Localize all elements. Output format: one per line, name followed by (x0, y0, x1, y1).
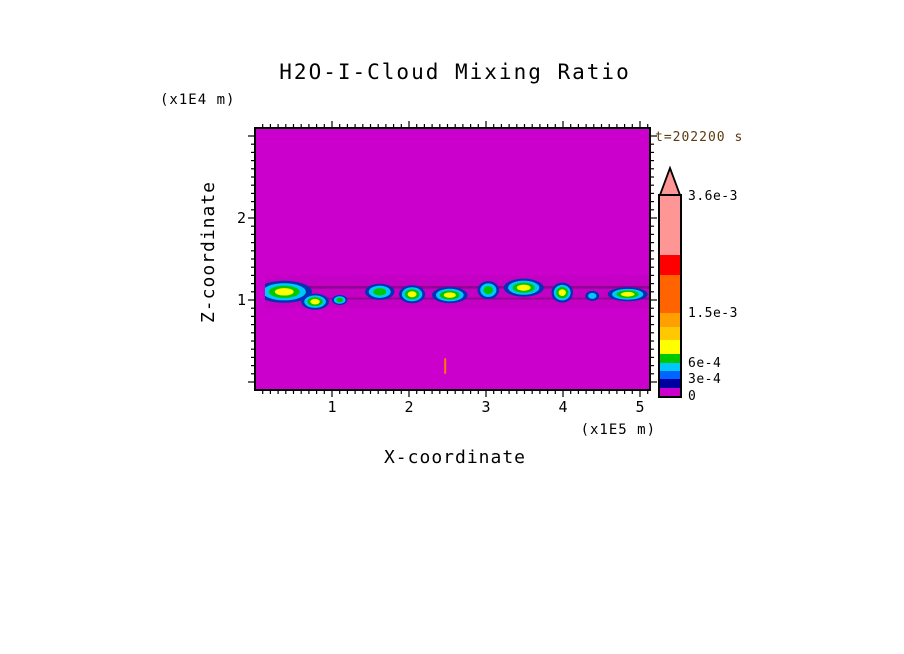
cloud-blob-layer (310, 298, 320, 305)
cloud-blob-layer (274, 288, 294, 296)
artifact-line (444, 358, 447, 374)
axis-ticks (248, 121, 657, 397)
colorbar-segment (660, 254, 680, 275)
cloud-blob-layer (373, 288, 387, 296)
x-axis-unit: (x1E5 m) (580, 422, 656, 438)
colorbar-segment (660, 274, 680, 313)
chart-title: H2O-I-Cloud Mixing Ratio (279, 60, 631, 84)
x-tick-label-5: 5 (635, 398, 645, 416)
colorbar-label: 3.6e-3 (688, 189, 738, 204)
field-content (265, 275, 650, 374)
x-tick-label-1: 1 (327, 398, 337, 416)
colorbar-label: 0 (688, 389, 697, 404)
cloud-blob-layer (483, 286, 494, 295)
x-tick-label-4: 4 (558, 398, 568, 416)
colorbar-label: 6e-4 (688, 355, 722, 371)
cloud-blob (398, 285, 426, 304)
cloud-blob (607, 287, 648, 302)
colorbar-segment (660, 196, 680, 255)
colorbar-segment (660, 312, 680, 327)
cloud-blob (265, 280, 312, 303)
x-tick-label-3: 3 (481, 398, 491, 416)
cloud-blob (477, 281, 500, 300)
plot-area (248, 121, 657, 397)
colorbar-segment (660, 387, 680, 396)
cloud-blob-layer (558, 289, 566, 297)
field-background (255, 128, 650, 390)
cloud-blob (365, 283, 395, 300)
z-axis-label: Z-coordinate (198, 180, 219, 324)
cloud-blob-layer (407, 291, 417, 298)
z-tick-label-2: 2 (236, 209, 246, 227)
cloud-blob-layer (336, 297, 344, 303)
colorbar-label: 3e-4 (688, 372, 722, 388)
cloud-blob (301, 293, 329, 310)
cloud-streak (265, 286, 650, 289)
colorbar-segment (660, 379, 680, 388)
cloud-blob-layer (588, 292, 597, 299)
colorbar-segment (660, 353, 680, 363)
cloud-blob (332, 294, 348, 306)
cloud-blob (432, 287, 468, 304)
cloud-blob (585, 290, 600, 301)
time-annotation: t=202200 s (655, 130, 744, 145)
colorbar (658, 194, 682, 398)
z-axis-unit: (x1E4 m) (160, 92, 236, 108)
colorbar-segment (660, 362, 680, 372)
cloud-blob (551, 282, 574, 303)
cloud-blob-layer (620, 291, 635, 297)
cloud-blob-layer (516, 284, 531, 291)
colorbar-label: 1.5e-3 (688, 305, 738, 321)
x-tick-label-2: 2 (404, 398, 414, 416)
x-axis-label: X-coordinate (383, 447, 527, 468)
colorbar-segment (660, 371, 680, 380)
z-tick-label-1: 1 (236, 291, 246, 309)
colorbar-segment (660, 326, 680, 340)
colorbar-arrow (658, 166, 682, 196)
cloud-blob-layer (443, 292, 456, 298)
colorbar-arrow-shape (658, 166, 682, 196)
colorbar-segment (660, 339, 680, 354)
cloud-blob (503, 278, 544, 297)
